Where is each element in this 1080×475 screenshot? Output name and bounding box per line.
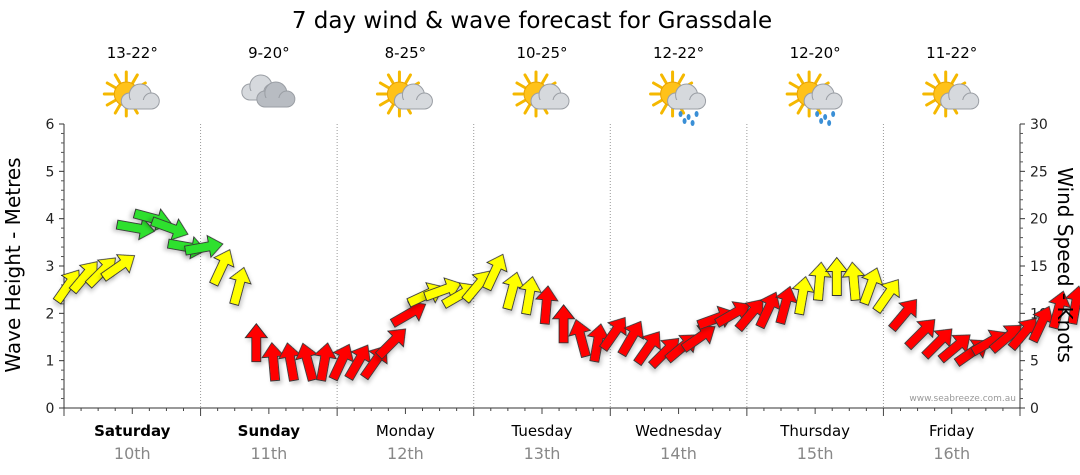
cloud-icon	[803, 83, 843, 110]
y-axis-title-left: Wave Height - Metres	[1, 157, 25, 372]
wind-arrow	[841, 261, 866, 302]
cloud-icon	[120, 83, 160, 110]
y-tick-label-right: 30	[1030, 117, 1048, 133]
weather-icon-partly-cloudy	[922, 70, 980, 118]
wind-arrow	[278, 342, 302, 382]
weather-icon-partly-cloudy	[375, 70, 433, 118]
wind-arrow	[209, 249, 235, 287]
wind-arrow	[482, 253, 508, 292]
wind-arrow	[534, 285, 559, 325]
date-label: 13th	[524, 444, 561, 463]
wind-arrow	[184, 234, 224, 259]
cloud-icon	[530, 83, 570, 110]
weather-icon-partly-cloudy-rain	[785, 70, 843, 126]
wind-arrow	[617, 320, 645, 358]
wind-arrow	[774, 285, 798, 325]
wind-arrow	[633, 331, 661, 367]
wind-arrow	[680, 325, 716, 353]
wind-arrow	[100, 254, 136, 282]
day-label: Sunday	[238, 422, 301, 440]
y-tick-label-right: 20	[1030, 212, 1048, 228]
date-label: 11th	[250, 444, 287, 463]
temperature-range: 13-22°	[107, 44, 158, 62]
y-tick-label-left: 2	[46, 306, 55, 322]
cloud-icon	[256, 81, 296, 108]
wind-arrow	[1064, 285, 1080, 325]
wind-arrow	[872, 279, 900, 314]
day-label: Thursday	[779, 422, 850, 440]
chart-title: 7 day wind & wave forecast for Grassdale	[292, 8, 772, 34]
y-tick-label-left: 5	[46, 164, 55, 180]
rain-icon	[678, 111, 699, 126]
wind-arrow	[150, 216, 189, 241]
wind-arrow	[1048, 290, 1072, 330]
date-label: 12th	[387, 444, 424, 463]
temperature-range: 12-22°	[653, 44, 704, 62]
y-axis-title-right: Wind Speed - Knots	[1053, 167, 1077, 363]
day-label: Friday	[929, 422, 975, 440]
temperature-range: 8-25°	[385, 44, 427, 62]
wind-arrow	[568, 318, 592, 359]
day-label: Tuesday	[510, 422, 572, 440]
cloud-icon	[940, 83, 980, 110]
wind-arrow	[551, 304, 576, 344]
wind-arrow	[328, 343, 355, 382]
rain-icon	[815, 111, 836, 126]
wind-arrow	[808, 261, 832, 302]
y-tick-label-left: 4	[46, 212, 55, 228]
wind-arrow	[888, 298, 918, 333]
day-label: Monday	[376, 422, 435, 440]
y-tick-label-left: 0	[46, 401, 55, 417]
watermark: www.seabreeze.com.au	[909, 394, 1016, 404]
wind-arrow	[313, 342, 337, 382]
y-tick-label-right: 0	[1030, 401, 1039, 417]
temperature-range: 10-25°	[516, 44, 567, 62]
y-tick-label-left: 1	[46, 354, 55, 370]
wind-arrow	[244, 322, 269, 363]
y-tick-label-left: 6	[46, 117, 55, 133]
day-label: Saturday	[94, 422, 171, 440]
y-tick-label-right: 25	[1030, 164, 1048, 180]
temperature-range: 11-22°	[926, 44, 977, 62]
wind-arrow	[261, 342, 285, 382]
weather-icon-partly-cloudy-rain	[649, 70, 707, 126]
wind-arrow	[599, 316, 627, 352]
date-label: 10th	[114, 444, 151, 463]
wind-arrow	[791, 275, 815, 316]
wind-arrow	[921, 328, 953, 360]
wind-arrow	[374, 328, 407, 360]
wind-arrow	[228, 266, 252, 306]
date-label: 14th	[660, 444, 697, 463]
wind-arrow	[904, 319, 936, 351]
weather-icon-cloudy	[241, 74, 296, 108]
y-tick-label-right: 5	[1030, 354, 1039, 370]
weather-icon-partly-cloudy	[512, 70, 570, 118]
wind-arrow	[518, 275, 542, 316]
day-label: Wednesday	[635, 422, 722, 440]
weather-icon-partly-cloudy	[102, 70, 160, 118]
y-tick-label-right: 15	[1030, 259, 1048, 275]
date-label: 16th	[933, 444, 970, 463]
cloud-icon	[667, 83, 707, 110]
cloud-icon	[393, 83, 433, 110]
y-tick-label-left: 3	[46, 259, 55, 275]
date-label: 15th	[797, 444, 834, 463]
temperature-range: 12-20°	[790, 44, 841, 62]
temperature-range: 9-20°	[248, 44, 290, 62]
